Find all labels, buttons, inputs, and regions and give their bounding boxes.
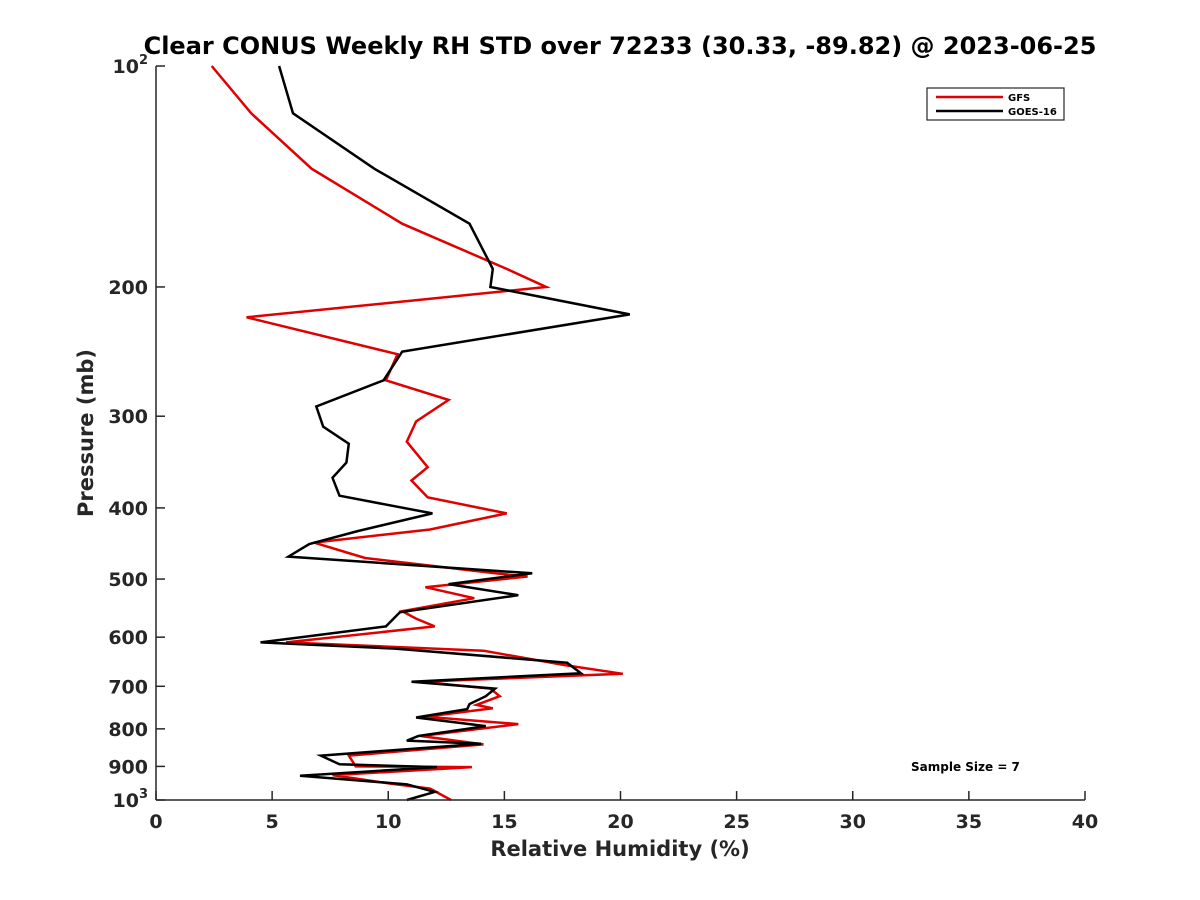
- y-tick-label: 900: [108, 756, 148, 778]
- x-tick-label: 35: [956, 811, 982, 833]
- series-line-goes16: [260, 65, 631, 802]
- legend-box: [926, 87, 1065, 121]
- plot-area: [156, 66, 1085, 800]
- y-tick-label: 600: [108, 627, 148, 649]
- chart-title: Clear CONUS Weekly RH STD over 72233 (30…: [144, 32, 1097, 60]
- x-tick-label: 15: [491, 811, 517, 833]
- x-tick-label: 10: [375, 811, 401, 833]
- series-lines: [210, 65, 631, 802]
- legend-label-gfs: GFS: [1008, 93, 1030, 104]
- x-tick-label: 0: [149, 811, 162, 833]
- y-tick-label: 300: [108, 406, 148, 428]
- y-tick-label: 103: [113, 787, 149, 812]
- y-tick-label: 200: [108, 277, 148, 299]
- sample-size-annotation: Sample Size = 7: [911, 760, 1020, 774]
- x-tick-label: 25: [723, 811, 749, 833]
- y-axis-label: Pressure (mb): [74, 349, 98, 517]
- x-tick-label: 5: [266, 811, 279, 833]
- y-tick-label: 400: [108, 498, 148, 520]
- y-tick-label: 102: [113, 53, 149, 78]
- y-axis-ticks: 102 200 300 400 500 600 700 800 900 103: [108, 53, 165, 812]
- y-tick-label: 500: [108, 569, 148, 591]
- x-tick-label: 20: [607, 811, 633, 833]
- x-axis-label: Relative Humidity (%): [490, 837, 749, 861]
- legend-label-goes16: GOES-16: [1008, 107, 1057, 118]
- x-tick-label: 30: [840, 811, 866, 833]
- legend: GFS GOES-16: [926, 87, 1065, 121]
- y-tick-label: 800: [108, 719, 148, 741]
- x-tick-label: 40: [1072, 811, 1098, 833]
- x-axis-ticks: 0 5 10 15 20 25 30 35 40: [149, 791, 1098, 833]
- y-tick-label: 700: [108, 676, 148, 698]
